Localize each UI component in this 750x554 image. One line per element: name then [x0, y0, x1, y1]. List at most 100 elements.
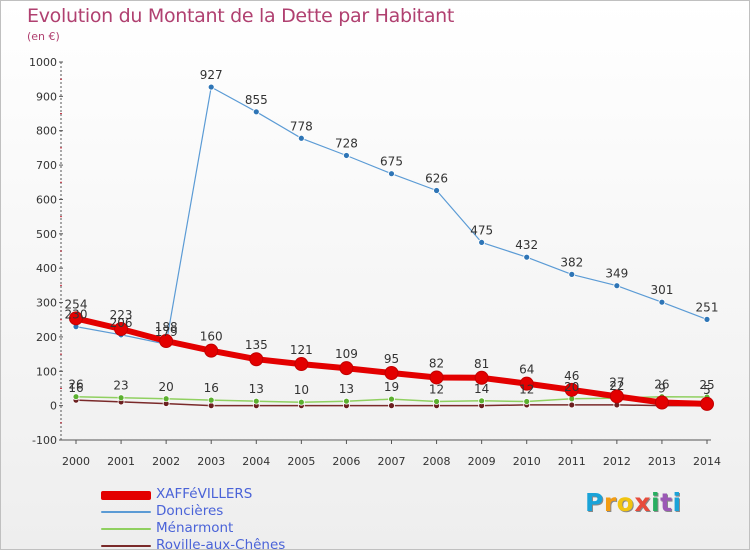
data-label: 16 — [68, 381, 83, 395]
data-label: 109 — [335, 347, 358, 361]
data-point — [523, 253, 531, 261]
data-label: 382 — [560, 255, 583, 269]
data-point — [388, 170, 395, 178]
y-tick-label: 900 — [36, 90, 57, 103]
logo-letter: P — [585, 488, 604, 517]
x-tick-label: 2014 — [693, 455, 721, 468]
logo-letter: r — [603, 488, 617, 517]
logo-letter: i — [672, 488, 682, 517]
data-label: 46 — [564, 369, 579, 383]
data-point — [117, 394, 125, 402]
data-point — [252, 397, 260, 405]
y-tick-label: 800 — [36, 125, 57, 138]
data-label: 27 — [609, 375, 624, 389]
x-tick-label: 2010 — [513, 455, 541, 468]
data-label: 160 — [200, 330, 223, 344]
legend-label: Ménarmont — [156, 520, 234, 536]
data-label: 64 — [519, 363, 534, 377]
data-point — [703, 315, 711, 323]
data-point — [297, 134, 305, 142]
data-label: 927 — [200, 68, 223, 82]
chart-subtitle: (en €) — [27, 30, 60, 43]
data-label: 230 — [65, 308, 88, 322]
x-tick-label: 2009 — [468, 455, 496, 468]
data-label: 188 — [155, 320, 178, 334]
logo-letter: i — [651, 488, 661, 517]
data-point — [523, 398, 531, 405]
data-label: 135 — [245, 338, 268, 352]
data-label: 95 — [384, 352, 399, 366]
data-point — [564, 382, 579, 397]
data-point — [343, 397, 350, 405]
data-label: 10 — [294, 383, 309, 397]
data-point — [429, 370, 444, 385]
data-label: 9 — [658, 382, 666, 396]
logo-letter: t — [660, 488, 673, 517]
data-label: 475 — [470, 223, 493, 237]
data-point — [654, 395, 669, 410]
data-label: 26 — [68, 378, 83, 392]
series-layer — [69, 83, 714, 411]
data-point — [249, 352, 264, 367]
data-label: 254 — [65, 297, 88, 311]
data-point — [207, 396, 215, 404]
legend-swatch — [101, 528, 151, 530]
x-tick-label: 2012 — [603, 455, 631, 468]
data-point — [294, 357, 309, 372]
data-point — [69, 311, 83, 326]
series-3 — [69, 311, 714, 411]
y-tick-label: -100 — [32, 434, 57, 447]
data-label: 26 — [654, 378, 669, 392]
data-label: 14 — [474, 382, 489, 396]
data-label: 179 — [155, 325, 178, 339]
data-point — [72, 393, 80, 401]
x-tick-label: 2013 — [648, 455, 676, 468]
data-label: 855 — [245, 93, 268, 107]
data-point — [478, 239, 486, 246]
data-label: 20 — [564, 380, 579, 394]
data-label: 82 — [429, 356, 444, 370]
data-point — [339, 361, 354, 376]
legend-label: Doncières — [156, 503, 224, 519]
legend-swatch — [101, 511, 151, 513]
x-tick-label: 2001 — [107, 455, 135, 468]
proxiti-logo: Proxiti — [585, 488, 682, 517]
x-tick-label: 2011 — [558, 455, 586, 468]
data-point — [613, 282, 621, 290]
data-point — [700, 396, 714, 411]
series-1 — [72, 393, 711, 406]
data-point — [162, 395, 170, 403]
data-point — [388, 402, 395, 410]
data-label: 349 — [605, 267, 628, 281]
data-point — [204, 343, 219, 358]
data-point — [568, 401, 576, 409]
data-label: 223 — [110, 308, 133, 322]
logo-letter: x — [634, 488, 651, 517]
data-label: 206 — [110, 316, 133, 330]
data-point — [252, 108, 260, 116]
data-point — [658, 298, 666, 306]
data-label: 23 — [113, 379, 128, 393]
legend-swatch — [101, 490, 151, 500]
chart-title: Evolution du Montant de la Dette par Hab… — [27, 5, 455, 27]
legend-label: XAFFéVILLERS — [156, 486, 253, 502]
series-2 — [72, 83, 711, 348]
data-label: 432 — [515, 238, 538, 252]
data-point — [433, 398, 440, 405]
x-tick-label: 2002 — [152, 455, 180, 468]
data-point — [388, 395, 395, 403]
data-label: 251 — [696, 300, 719, 314]
data-point — [343, 152, 350, 159]
y-tick-label: 600 — [36, 193, 57, 206]
data-point — [519, 376, 534, 391]
data-label: 81 — [474, 357, 489, 371]
data-label: 301 — [650, 283, 673, 297]
data-point — [207, 83, 215, 91]
data-label: 5 — [703, 383, 711, 397]
data-point — [384, 365, 399, 380]
legend-swatch — [101, 545, 151, 547]
data-label: 19 — [384, 380, 399, 394]
y-tick-label: 0 — [50, 400, 57, 413]
data-label: 13 — [249, 382, 264, 396]
